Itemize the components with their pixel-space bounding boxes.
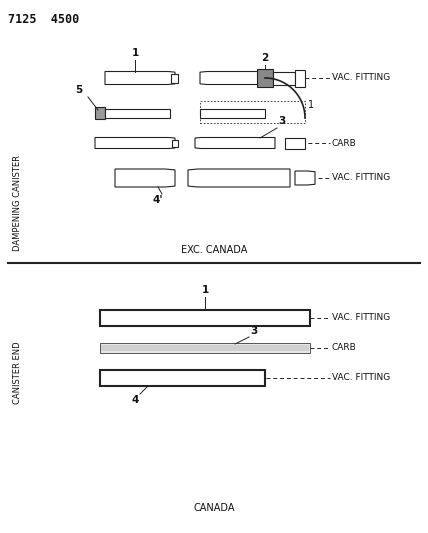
Polygon shape <box>195 138 275 149</box>
Bar <box>101 345 309 351</box>
Text: 7125  4500: 7125 4500 <box>8 13 79 26</box>
Bar <box>172 74 178 83</box>
Bar <box>285 138 305 149</box>
Text: 2: 2 <box>262 53 269 63</box>
Polygon shape <box>200 71 260 85</box>
Bar <box>172 140 178 147</box>
Text: CANADA: CANADA <box>193 503 235 513</box>
Text: CANISTER END: CANISTER END <box>14 342 23 405</box>
Text: 5: 5 <box>75 85 82 95</box>
Bar <box>257 69 273 87</box>
Text: CARB: CARB <box>332 343 357 352</box>
Text: 3: 3 <box>278 116 285 126</box>
Polygon shape <box>105 71 175 85</box>
Text: CARB: CARB <box>332 139 357 148</box>
Polygon shape <box>188 169 290 187</box>
Text: 4': 4' <box>153 195 163 205</box>
Bar <box>273 71 295 85</box>
Bar <box>100 370 265 386</box>
Bar <box>95 107 105 119</box>
Polygon shape <box>295 171 315 185</box>
Text: VAC. FITTING: VAC. FITTING <box>332 174 390 182</box>
Text: 4: 4 <box>131 395 139 405</box>
Bar <box>200 101 305 123</box>
Text: VAC. FITTING: VAC. FITTING <box>332 374 390 383</box>
Text: 1: 1 <box>202 285 208 295</box>
Polygon shape <box>115 169 175 187</box>
Text: VAC. FITTING: VAC. FITTING <box>332 74 390 83</box>
Bar <box>105 109 170 117</box>
Bar <box>295 69 305 86</box>
Bar <box>100 343 310 353</box>
Bar <box>100 310 310 326</box>
Text: VAC. FITTING: VAC. FITTING <box>332 313 390 322</box>
Text: DAMPENING CANISTER: DAMPENING CANISTER <box>14 155 23 251</box>
Bar <box>200 109 265 117</box>
Text: 3: 3 <box>250 326 257 336</box>
Text: EXC. CANADA: EXC. CANADA <box>181 245 247 255</box>
Text: 1: 1 <box>131 48 139 58</box>
Polygon shape <box>95 138 175 149</box>
Text: 1: 1 <box>308 100 314 110</box>
